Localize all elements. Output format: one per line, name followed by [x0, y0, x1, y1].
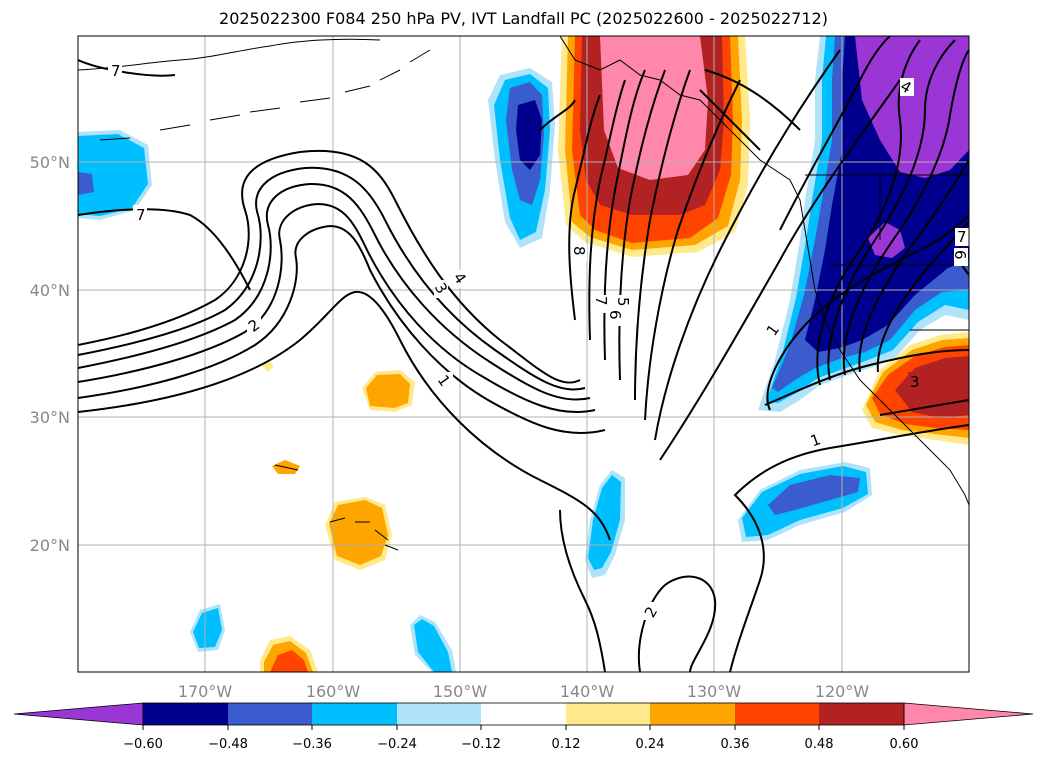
colorbar-tick-label: 0.24 [636, 737, 665, 752]
lon-label: 170°W [178, 682, 233, 701]
colorbar-tick-label: −0.60 [123, 737, 163, 752]
lon-label: 120°W [815, 682, 870, 701]
contour-label: 7 [136, 206, 146, 224]
colorbar-segment [735, 703, 819, 725]
colorbar-segment [903, 702, 1034, 726]
contour-labels: 7 7 2 3 4 1 8 5 6 7 1 1 4 3 [108, 60, 969, 621]
colorbar-tick-label: −0.36 [292, 737, 332, 752]
colorbar-tick-label: −0.48 [208, 737, 248, 752]
colorbar-segment [481, 703, 566, 725]
contour-label: 7 [957, 228, 967, 246]
colorbar-segment [312, 703, 397, 725]
lat-label: 50°N [30, 153, 70, 172]
contour-label: 7 [592, 296, 610, 306]
contour-label: 6 [951, 250, 969, 260]
shading-central-negative [585, 470, 625, 578]
lat-label: 20°N [30, 536, 70, 555]
lat-label: 40°N [30, 281, 70, 300]
colorbar-segment [143, 703, 228, 725]
coastlines [78, 36, 969, 551]
lon-label: 150°W [433, 682, 488, 701]
colorbar-tick-label: −0.24 [377, 737, 417, 752]
longitude-labels: 170°W 160°W 150°W 140°W 130°W 120°W [178, 682, 870, 701]
shading-subtropical-negative [738, 462, 872, 542]
colorbar: −0.60 −0.48 −0.36 −0.24 −0.12 0.12 0.24 … [13, 702, 1034, 752]
shading-gulf-negative [488, 68, 555, 248]
shading-small-positive [262, 360, 415, 474]
colorbar-tick-label: 0.12 [552, 737, 581, 752]
colorbar-segment [819, 703, 904, 725]
lon-label: 160°W [306, 682, 361, 701]
contour-label: 3 [910, 373, 920, 391]
map-title: 2025022300 F084 250 hPa PV, IVT Landfall… [219, 9, 828, 28]
colorbar-segment [566, 703, 650, 725]
shading-dateline-negative [78, 130, 152, 220]
colorbar-tick-label: 0.60 [890, 737, 919, 752]
lon-label: 140°W [560, 682, 615, 701]
latitude-labels: 50°N 40°N 30°N 20°N [30, 153, 70, 555]
colorbar-segment [650, 703, 735, 725]
colorbar-segment [228, 703, 312, 725]
contour-label: 7 [111, 62, 121, 80]
shading-west-us-negative [758, 36, 969, 412]
shading-bottom-blobs [190, 604, 456, 672]
contour-label: 6 [606, 310, 624, 320]
colorbar-segment [13, 702, 144, 726]
colorbar-tick-label: −0.12 [461, 737, 501, 752]
colorbar-tick-label: 0.36 [721, 737, 750, 752]
map-content: 7 7 2 3 4 1 8 5 6 7 1 1 4 3 [78, 36, 969, 672]
colorbar-tick-label: 0.48 [805, 737, 834, 752]
shading-hawaii-positive [325, 497, 392, 570]
contour-label: 8 [570, 246, 588, 256]
contour-label: 5 [614, 297, 632, 307]
map-frame [77, 35, 970, 673]
lon-label: 130°W [687, 682, 742, 701]
lat-label: 30°N [30, 408, 70, 427]
colorbar-segment [397, 703, 481, 725]
